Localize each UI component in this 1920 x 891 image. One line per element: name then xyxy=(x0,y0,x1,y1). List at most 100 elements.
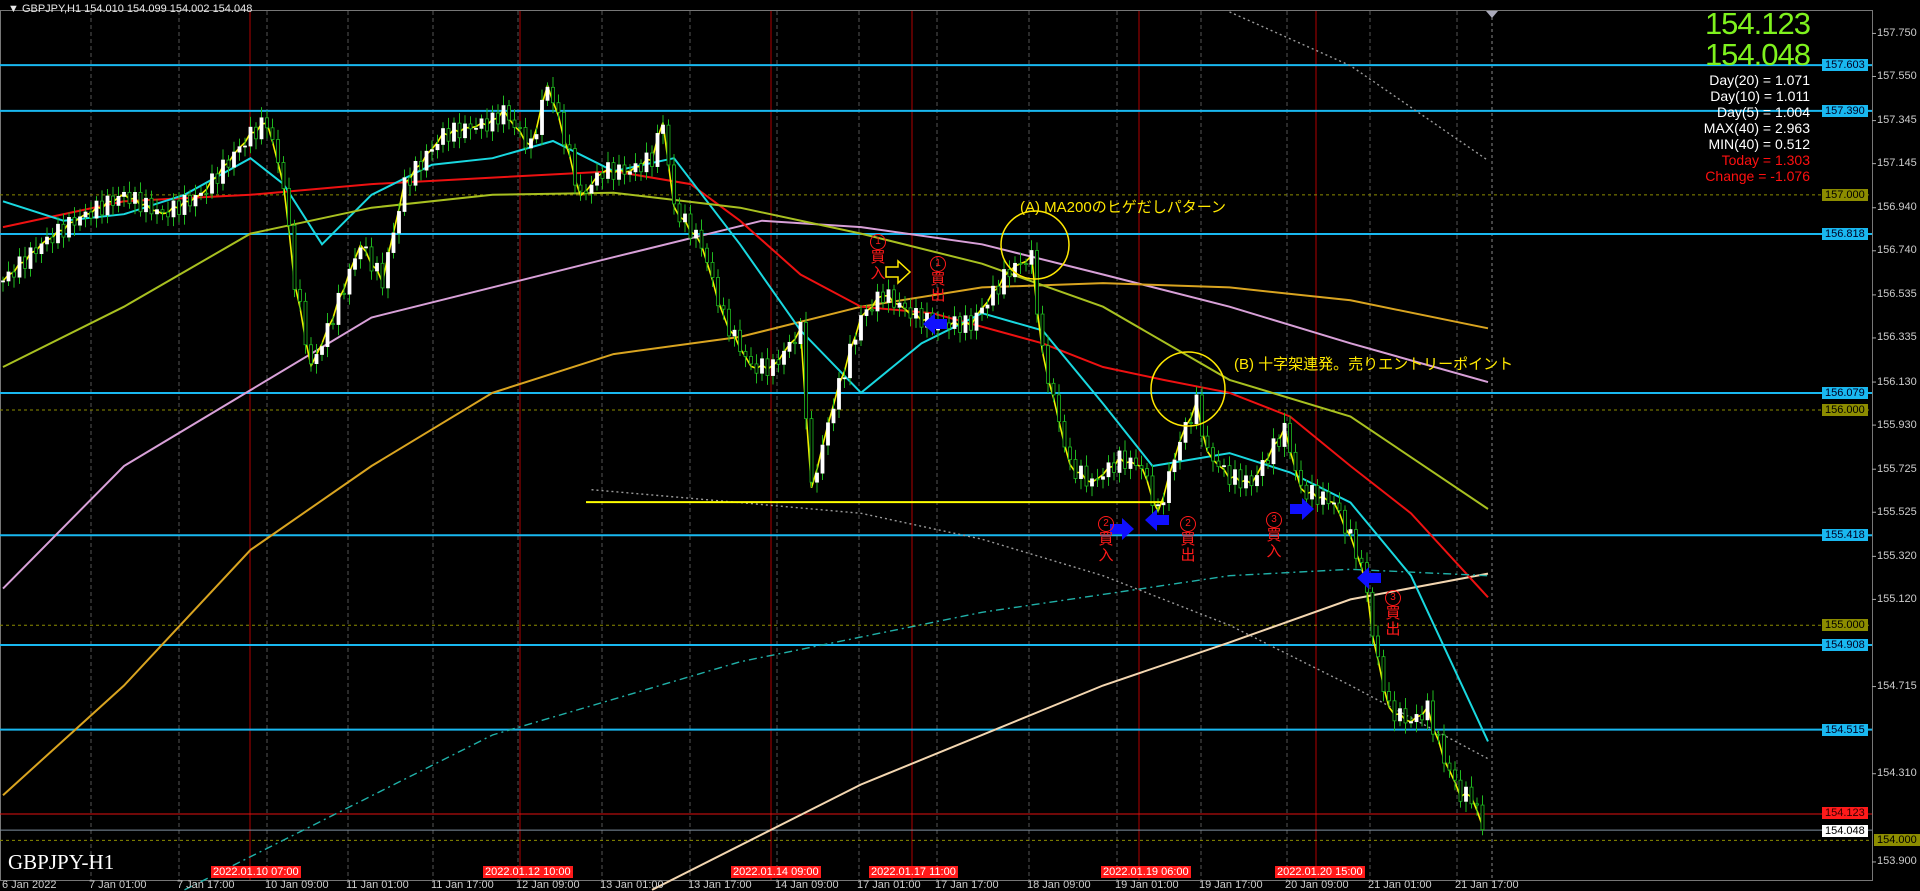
bear-candle xyxy=(1046,345,1050,384)
bull-candle xyxy=(842,377,847,380)
bear-candle xyxy=(776,359,781,365)
bear-candle xyxy=(903,302,907,309)
signal-char: 出 xyxy=(930,287,946,304)
bull-candle xyxy=(1271,438,1276,465)
bear-candle xyxy=(1200,394,1204,437)
bear-candle xyxy=(600,172,605,179)
bull-candle xyxy=(17,256,22,278)
bear-candle xyxy=(292,224,297,290)
arrow-left-icon xyxy=(1145,509,1169,531)
arrow-left-icon xyxy=(1357,567,1381,589)
bear-candle xyxy=(611,162,616,180)
signal-number: 3 xyxy=(1385,590,1401,606)
signal-number: 2 xyxy=(1098,516,1114,532)
bear-candle xyxy=(1326,491,1331,505)
bull-candle xyxy=(1464,786,1468,802)
price-tick-label: 155.120 xyxy=(1877,592,1917,605)
bear-candle xyxy=(1112,462,1116,473)
collapse-triangle-icon[interactable]: ▼ xyxy=(8,3,22,15)
symbol-watermark: GBPJPY-H1 xyxy=(8,850,115,874)
shift-marker-icon xyxy=(1486,11,1498,18)
bull-candle xyxy=(1106,462,1111,478)
bull-candle xyxy=(144,197,148,213)
bear-candle xyxy=(1442,734,1446,764)
bull-candle xyxy=(243,145,247,148)
bear-candle xyxy=(331,323,335,325)
min40-range: MIN(40) = 0.512 xyxy=(1708,136,1810,152)
bull-candle xyxy=(1002,269,1006,295)
bull-candle xyxy=(875,291,880,312)
bull-candle xyxy=(837,378,841,410)
bear-candle xyxy=(743,351,748,357)
bull-candle xyxy=(320,346,324,355)
bear-candle xyxy=(380,262,385,289)
price-tick-label: 157.550 xyxy=(1877,69,1917,82)
bear-candle xyxy=(1304,484,1309,500)
indicator-ma200 xyxy=(2,219,1489,590)
bull-candle xyxy=(94,200,99,219)
bull-candle xyxy=(694,229,698,239)
bear-candle xyxy=(749,356,753,365)
symbol-header[interactable]: ▼ GBPJPY,H1 154.010 154.099 154.002 154.… xyxy=(8,3,252,15)
bull-candle xyxy=(1222,465,1226,468)
bull-candle xyxy=(897,302,902,308)
bear-candle xyxy=(270,127,275,140)
plot-frame xyxy=(0,10,1873,881)
time-tick-label: 11 Jan 17:00 xyxy=(431,879,494,891)
bull-candle xyxy=(644,152,649,173)
signal-char: 入 xyxy=(1266,543,1282,560)
price-tick-label: 155.725 xyxy=(1877,462,1917,475)
bear-candle xyxy=(765,358,770,376)
bear-candle xyxy=(870,309,874,312)
bear-candle xyxy=(1354,529,1358,559)
bear-candle xyxy=(1040,313,1045,347)
time-tick-label: 14 Jan 09:00 xyxy=(775,879,839,891)
bull-candle xyxy=(56,223,60,244)
bull-candle xyxy=(325,323,330,347)
bear-candle xyxy=(1227,465,1232,485)
bear-candle xyxy=(1249,475,1254,487)
bear-candle xyxy=(908,307,913,319)
level-badge: 154.908 xyxy=(1822,639,1868,652)
bear-candle xyxy=(705,247,709,263)
bear-candle xyxy=(100,200,104,216)
bull-candle xyxy=(193,195,198,207)
bear-candle xyxy=(1057,394,1061,422)
ask-price: 154.048 xyxy=(1704,37,1811,72)
time-tick-label: 13 Jan 01:00 xyxy=(600,879,664,891)
bear-candle xyxy=(111,195,115,206)
bear-candle xyxy=(562,111,566,146)
bear-candle xyxy=(639,163,643,173)
bear-candle xyxy=(287,188,291,226)
session-marker-label: 2022.01.17 11:00 xyxy=(869,866,958,878)
time-tick-label: 17 Jan 01:00 xyxy=(857,879,921,891)
bull-candle xyxy=(386,252,390,289)
bull-candle xyxy=(1409,721,1413,724)
price-tick-label: 156.335 xyxy=(1877,331,1917,344)
bear-candle xyxy=(1211,447,1215,462)
bull-candle xyxy=(105,195,110,216)
bull-candle xyxy=(606,162,610,179)
bull-candle xyxy=(1398,708,1402,722)
price-tick-label: 155.930 xyxy=(1877,418,1917,431)
arrow-left-icon xyxy=(923,313,947,335)
bear-candle xyxy=(518,127,522,129)
time-tick-label: 13 Jan 17:00 xyxy=(688,879,752,891)
signal-char: 買 xyxy=(1098,531,1114,548)
bull-candle xyxy=(259,117,264,140)
bear-candle xyxy=(1277,438,1281,447)
signal-number: 1 xyxy=(930,256,946,272)
bull-candle xyxy=(353,258,357,270)
bear-candle xyxy=(1392,700,1397,722)
bear-candle xyxy=(1293,451,1298,471)
bear-candle xyxy=(485,118,489,132)
bear-candle xyxy=(996,285,1001,295)
today-range: Today = 1.303 xyxy=(1721,152,1810,168)
bear-candle xyxy=(809,418,814,483)
bear-candle xyxy=(738,329,742,352)
level-badge: 157.603 xyxy=(1822,59,1868,72)
bull-candle xyxy=(1255,475,1259,487)
bear-candle xyxy=(672,164,676,205)
